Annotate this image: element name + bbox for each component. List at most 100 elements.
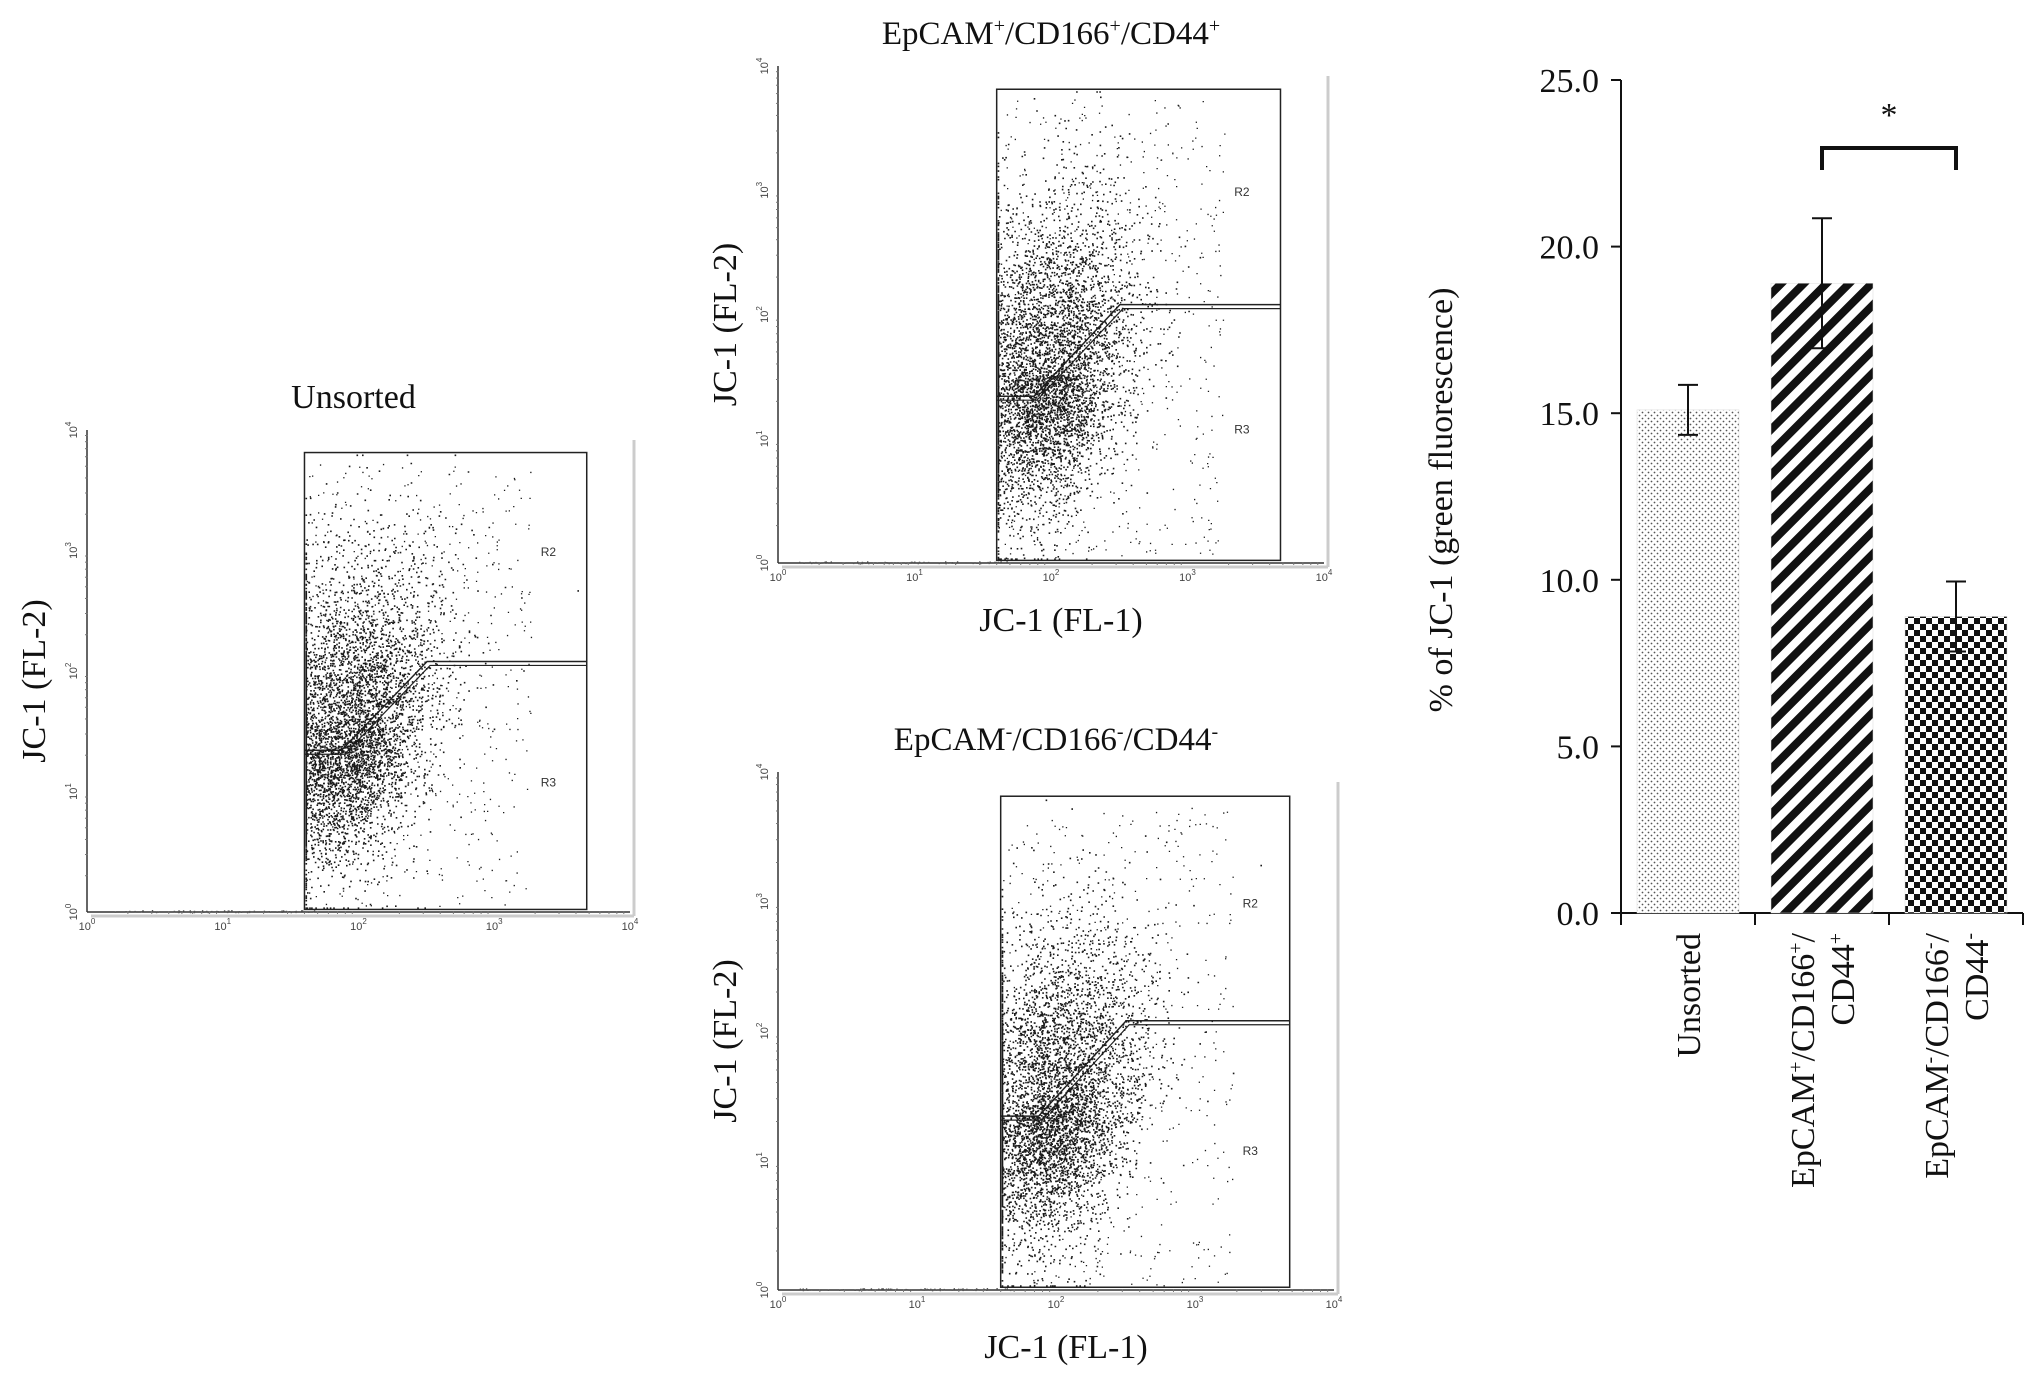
y-axis-label: JC-1 (FL-2) [16, 599, 53, 762]
tick-exponent: 1 [755, 430, 764, 435]
y-tick-label: 104 [64, 421, 80, 438]
bar-category-label-superscript: + [1785, 1061, 1807, 1072]
bar-category-label-superscript: + [1825, 933, 1847, 944]
x-tick-label: 101 [909, 1295, 926, 1311]
panel-title-superscript: + [994, 15, 1005, 37]
tick-exponent: 3 [755, 181, 764, 186]
bar-category-label-superscript: - [1959, 933, 1981, 940]
y-tick-label: 102 [64, 662, 80, 679]
significance-bracket [1820, 146, 1958, 170]
gate-label-r3: R3 [541, 776, 557, 790]
event-dots [305, 454, 579, 909]
bar-category-label-part: /CD166 [1785, 954, 1822, 1062]
x-tick-label: 103 [486, 917, 503, 933]
y-tick-label: 103 [755, 181, 771, 198]
bar-y-tick-label: 20.0 [1540, 230, 1600, 267]
gate-label-r3: R3 [1243, 1144, 1259, 1158]
axis-events [799, 1288, 1012, 1292]
tick-base: 10 [68, 788, 80, 800]
gate-divider-inner [1000, 1024, 1290, 1121]
panel-title-part: /CD166 [1005, 16, 1110, 52]
y-tick-label: 101 [755, 1152, 771, 1169]
gate-label-r2: R2 [541, 545, 557, 559]
bar-category-label-superscript: - [1919, 1057, 1941, 1064]
tick-exponent: 0 [755, 554, 764, 559]
bar-category-label-superscript: + [1785, 942, 1807, 953]
tick-exponent: 2 [755, 1022, 764, 1027]
gate-region-box [995, 88, 1282, 562]
bar-category-label: Unsorted [1671, 933, 1708, 1058]
panel-title: EpCAM+​/CD166+​/CD44+​ [882, 15, 1220, 52]
tick-base: 10 [759, 435, 771, 447]
tick-base: 10 [1316, 572, 1328, 584]
tick-exponent: 1 [64, 783, 73, 788]
gate-label-r3: R3 [1234, 423, 1250, 437]
bar-y-tick-label: 15.0 [1540, 396, 1600, 433]
tick-base: 10 [486, 921, 498, 933]
bar-y-tick-label: 25.0 [1540, 63, 1600, 100]
tick-base: 10 [68, 547, 80, 559]
bar-y-tick-label: 0.0 [1557, 896, 1600, 933]
gate-label-r2: R2 [1234, 185, 1250, 199]
tick-base: 10 [759, 62, 771, 74]
y-tick-label: 103 [64, 542, 80, 559]
tick-base: 10 [759, 898, 771, 910]
tick-exponent: 2 [1060, 1295, 1065, 1304]
flow-panel-3: 100100101101102102103103104104R2R3EpCAM-… [707, 721, 1343, 1366]
tick-base: 10 [759, 311, 771, 323]
significance-marker: * [1881, 97, 1898, 134]
tick-exponent: 2 [1055, 568, 1060, 577]
tick-base: 10 [350, 921, 362, 933]
tick-base: 10 [68, 426, 80, 438]
tick-base: 10 [1179, 572, 1191, 584]
bar-category-label: EpCAM+​/CD166+​/ [1785, 932, 1822, 1187]
y-tick-label: 101 [755, 430, 771, 447]
tick-exponent: 2 [362, 917, 367, 926]
tick-base: 10 [759, 1157, 771, 1169]
gate-region-box [303, 451, 588, 911]
tick-base: 10 [759, 559, 771, 571]
panel-title: Unsorted [291, 379, 416, 416]
y-tick-label: 100 [64, 903, 80, 920]
tick-exponent: 3 [1199, 1295, 1204, 1304]
panel-title-superscript: + [1110, 15, 1121, 37]
event-cloud [997, 91, 1226, 560]
gate-label-r2: R2 [1243, 896, 1259, 910]
x-tick-label: 102 [1048, 1295, 1065, 1311]
tick-exponent: 2 [755, 306, 764, 311]
y-axis-label: JC-1 (FL-2) [707, 959, 744, 1122]
bar-category-label: CD44+​ [1825, 933, 1862, 1026]
tick-base: 10 [1187, 1299, 1199, 1311]
tick-exponent: 2 [64, 662, 73, 667]
tick-base: 10 [622, 921, 634, 933]
panel-title-part: /CD44 [1124, 722, 1212, 758]
tick-base: 10 [759, 186, 771, 198]
tick-base: 10 [214, 921, 226, 933]
tick-exponent: 0 [782, 1295, 787, 1304]
bar-y-tick-label: 10.0 [1540, 563, 1600, 600]
x-axis-label: JC-1 (FL-1) [984, 1329, 1147, 1366]
event-cloud [1001, 799, 1262, 1287]
bar-category-label: EpCAM-​/CD166-​/ [1919, 932, 1956, 1178]
tick-base: 10 [909, 1299, 921, 1311]
tick-base: 10 [759, 1027, 771, 1039]
tick-base: 10 [68, 667, 80, 679]
tick-exponent: 1 [227, 917, 232, 926]
tick-exponent: 0 [64, 903, 73, 908]
tick-exponent: 3 [64, 542, 73, 547]
x-tick-label: 103 [1179, 568, 1196, 584]
x-tick-label: 104 [1316, 568, 1333, 584]
x-axis-label: JC-1 (FL-1) [979, 602, 1142, 639]
tick-exponent: 3 [1191, 568, 1196, 577]
x-tick-label: 100 [79, 917, 96, 933]
y-tick-label: 101 [64, 783, 80, 800]
y-tick-label: 102 [755, 306, 771, 323]
tick-exponent: 0 [782, 568, 787, 577]
x-tick-label: 101 [906, 568, 923, 584]
bar-category-label-part: / [1785, 932, 1822, 942]
event-dots [1001, 799, 1262, 1287]
y-tick-label: 100 [755, 1281, 771, 1298]
tick-base: 10 [759, 1286, 771, 1298]
axis-events [799, 561, 1008, 565]
tick-exponent: 0 [91, 917, 96, 926]
